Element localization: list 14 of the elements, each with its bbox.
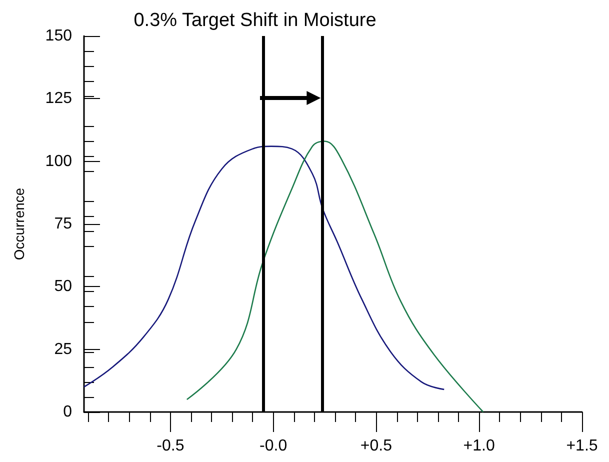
chart-title: 0.3% Target Shift in Moisture xyxy=(134,10,376,31)
x-tick-label: -0.0 xyxy=(260,438,288,454)
y-tick-label: 150 xyxy=(45,28,72,44)
y-tick-label: 50 xyxy=(54,278,72,296)
x-tick-label: -0.5 xyxy=(156,438,184,454)
y-tick-label: 25 xyxy=(54,340,72,358)
y-tick-label: 75 xyxy=(54,216,72,232)
x-tick-label: +1.0 xyxy=(463,438,495,454)
y-axis-title: Occurrence xyxy=(11,188,27,260)
y-tick-label: 0 xyxy=(63,404,72,420)
y-tick-label: 125 xyxy=(45,90,72,108)
x-tick-label: +0.5 xyxy=(360,438,392,454)
y-tick-label: 100 xyxy=(45,152,72,170)
x-tick-label: +1.5 xyxy=(566,438,598,454)
